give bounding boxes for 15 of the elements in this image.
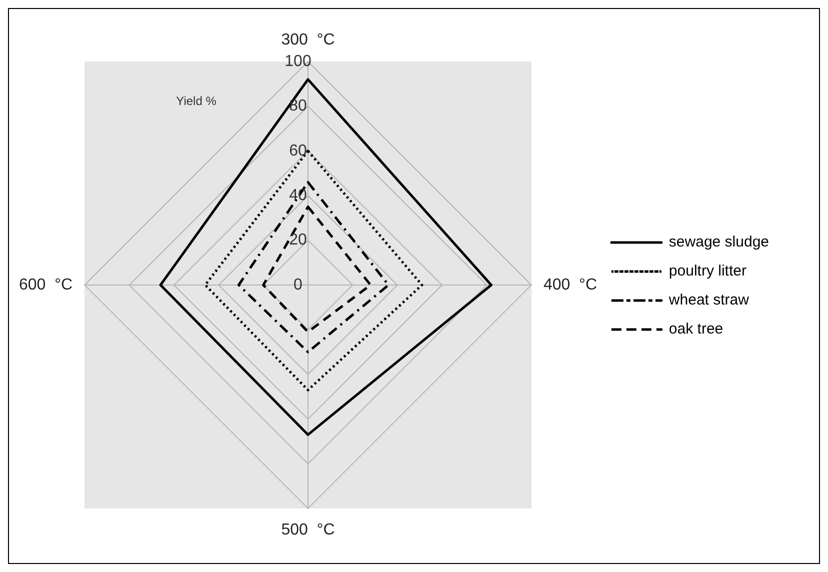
legend-label: wheat straw (668, 292, 750, 309)
legend-label: sewage sludge (668, 234, 770, 251)
spoke-label: 400 °C (543, 276, 598, 294)
y-tick-label: 80 (289, 98, 307, 115)
y-tick-label: 20 (289, 232, 307, 249)
y-tick-label: 0 (294, 276, 303, 294)
spoke-label: 500 °C (281, 521, 335, 538)
y-tick-label: 60 (289, 142, 307, 160)
legend-label: oak tree (668, 320, 724, 338)
legend-label: poultry litter (668, 262, 746, 280)
spoke-label: 600 °C (18, 276, 73, 294)
y-tick-label: 40 (289, 187, 307, 204)
text: Yield % (176, 94, 217, 108)
y-tick-label: 100 (284, 52, 312, 70)
spoke-label: 300 °C (281, 31, 335, 48)
